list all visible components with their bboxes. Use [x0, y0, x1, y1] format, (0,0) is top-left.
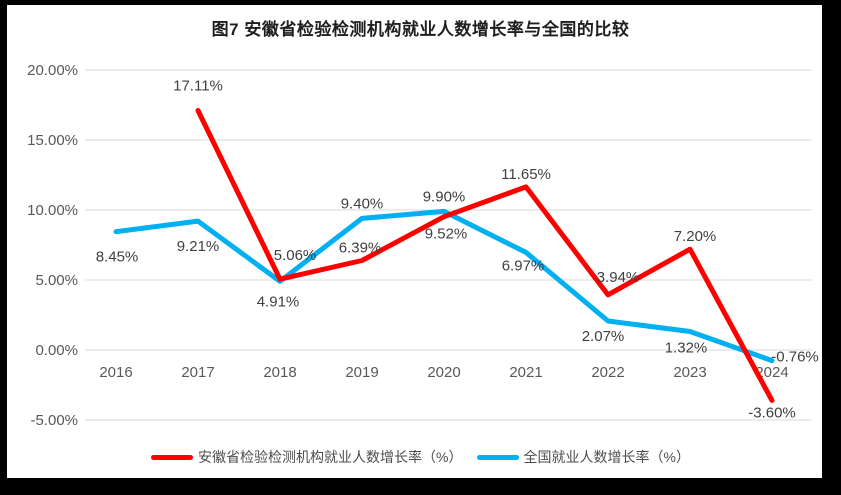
x-axis-tick-label: 2023	[673, 364, 706, 381]
y-axis-tick-label: 20.00%	[27, 62, 78, 79]
data-label: 8.45%	[96, 249, 139, 266]
data-label: 5.06%	[274, 247, 317, 264]
chart-title: 图7 安徽省检验检测机构就业人数增长率与全国的比较	[211, 20, 630, 39]
y-axis-tick-label: 5.00%	[35, 272, 78, 289]
data-label: -3.60%	[748, 404, 796, 421]
x-axis-tick-label: 2022	[591, 364, 624, 381]
legend-line-blue-icon	[476, 454, 519, 460]
x-axis-tick-label: 2021	[509, 364, 542, 381]
data-label: 17.11%	[173, 77, 223, 94]
x-axis-tick-label: 2016	[99, 364, 132, 381]
data-label: 9.90%	[423, 188, 466, 205]
data-label: 9.52%	[425, 226, 468, 243]
x-axis-tick-label: 2020	[427, 364, 460, 381]
legend-label-anhui: 安徽省检验检测机构就业人数增长率（%）	[198, 449, 463, 465]
x-axis-tick-label: 2018	[263, 364, 296, 381]
legend-label-national: 全国就业人数增长率（%）	[523, 449, 690, 465]
y-axis-tick-label: 10.00%	[27, 202, 78, 219]
data-label: 11.65%	[501, 166, 551, 183]
data-label: 1.32%	[665, 340, 708, 357]
chart-background	[7, 5, 822, 478]
data-label: 3.94%	[597, 269, 640, 286]
data-label: 4.91%	[257, 293, 300, 310]
x-axis-tick-label: 2017	[181, 364, 214, 381]
data-label: -0.76%	[771, 349, 819, 366]
series-line	[113, 208, 775, 364]
y-axis-tick-label: -5.00%	[30, 412, 78, 429]
legend-item-national: 全国就业人数增长率（%）	[476, 447, 690, 467]
x-axis-tick-label: 2019	[345, 364, 378, 381]
data-label: 9.40%	[341, 195, 384, 212]
data-label: 2.07%	[582, 328, 625, 345]
series-line	[195, 108, 775, 403]
data-label: 6.97%	[502, 257, 545, 274]
legend-item-anhui: 安徽省检验检测机构就业人数增长率（%）	[151, 447, 463, 467]
legend-line-red-icon	[151, 454, 194, 460]
x-axis-tick-label: 2024	[755, 364, 788, 381]
chart-legend: 安徽省检验检测机构就业人数增长率（%） 全国就业人数增长率（%）	[0, 447, 841, 467]
data-label: 7.20%	[674, 228, 717, 245]
y-axis-tick-label: 15.00%	[27, 132, 78, 149]
y-axis-tick-label: 0.00%	[35, 342, 78, 359]
data-label: 6.39%	[339, 240, 382, 257]
data-label: 9.21%	[177, 238, 220, 255]
